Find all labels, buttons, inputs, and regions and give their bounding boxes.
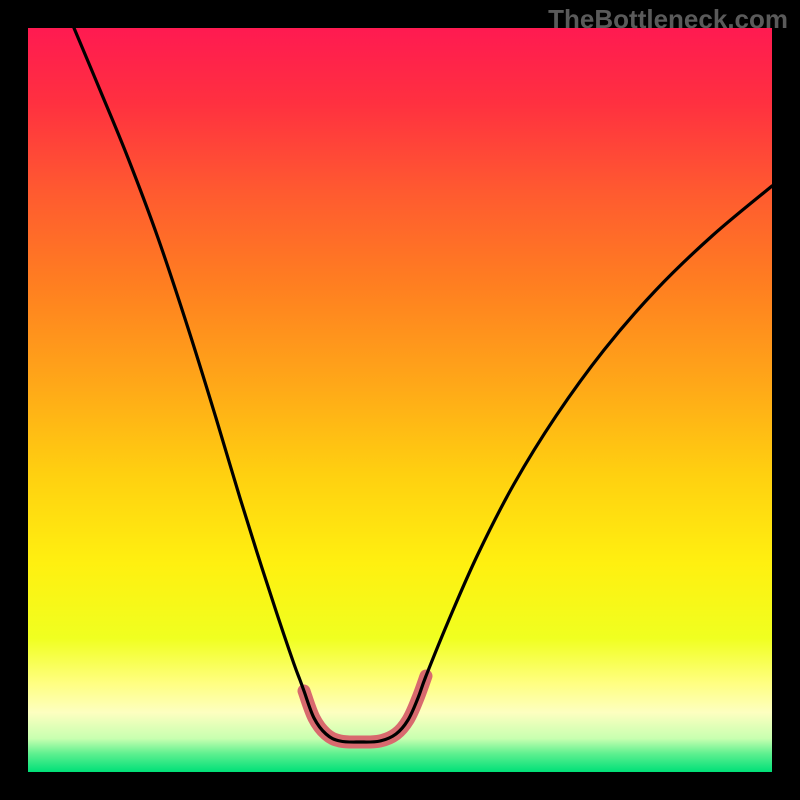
chart-curve-layer <box>0 0 800 800</box>
bottleneck-curve <box>74 28 772 742</box>
watermark-text: TheBottleneck.com <box>548 4 788 35</box>
